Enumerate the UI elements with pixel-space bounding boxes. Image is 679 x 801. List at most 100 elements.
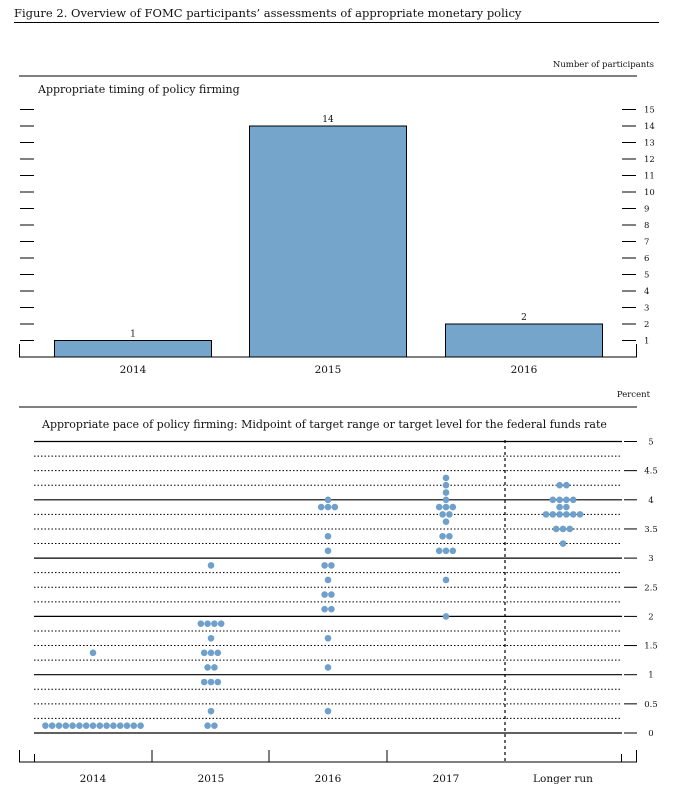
dot-2017: [439, 532, 446, 540]
dot-y-tick-label: 0.5: [644, 700, 658, 710]
bar-data-label: 1: [130, 330, 136, 340]
dot-2016: [324, 547, 332, 555]
title-rule: [14, 22, 659, 23]
dot-2016: [331, 503, 339, 511]
dot-2014: [89, 722, 97, 730]
bar-y-tick-label: 1: [644, 337, 649, 347]
dot-category-label: 2017: [433, 773, 460, 785]
dot-longer-run: [569, 496, 577, 504]
dot-2014: [62, 722, 70, 730]
dot-2014: [130, 722, 138, 730]
dot-2014: [89, 649, 97, 657]
bar-y-tick-label: 11: [644, 172, 655, 182]
bar-y-tick-label: 6: [644, 254, 649, 264]
bar-y-tick-label: 15: [644, 106, 655, 116]
dot-plot-panel: Percent Appropriate pace of policy firmi…: [19, 390, 658, 785]
bar-y-tick-label: 10: [644, 188, 655, 198]
dot-2017: [442, 489, 450, 496]
dot-2017: [439, 511, 446, 518]
dot-y-tick-label: 5: [648, 438, 653, 448]
dot-y-tick-label: 3.5: [644, 525, 658, 535]
dot-2015: [217, 620, 225, 627]
dot-longer-run: [563, 481, 570, 489]
dot-2017: [435, 503, 443, 511]
dot-plot-ylabel: Percent: [617, 390, 651, 400]
figure-title: Figure 2. Overview of FOMC participants’…: [14, 6, 522, 20]
bar-y-tick-label: 5: [644, 271, 649, 281]
dot-plot-x-axis: 2014 2015 2016 2017 Longer run: [19, 750, 637, 785]
dot-2015: [204, 664, 211, 671]
dot-y-tick-label: 2: [648, 612, 653, 622]
dot-longer-run: [563, 496, 570, 504]
dot-longer-run: [556, 511, 563, 518]
dot-2015: [211, 620, 218, 627]
dot-2014: [69, 722, 76, 730]
dot-2015: [200, 678, 208, 686]
bar-chart-title: Appropriate timing of policy firming: [37, 83, 240, 96]
dot-longer-run: [569, 511, 577, 518]
dot-2015: [197, 620, 205, 627]
dot-2015: [204, 722, 211, 730]
dot-2014: [82, 722, 90, 730]
dot-category-label: 2015: [198, 773, 225, 785]
dot-y-tick-label: 0: [648, 729, 653, 739]
bar-y-tick-label: 8: [644, 221, 649, 231]
dot-marks: [42, 474, 584, 730]
dot-plot-title: Appropriate pace of policy firming: Midp…: [41, 418, 607, 431]
dot-y-tick-label: 1: [648, 671, 653, 681]
dot-2015: [207, 678, 215, 686]
bar-chart-ylabel: Number of participants: [553, 60, 654, 70]
dot-2017: [449, 547, 457, 555]
dot-2017: [449, 503, 457, 511]
dot-2014: [137, 722, 144, 730]
bar-y-tick-label: 2: [644, 320, 649, 330]
dot-y-tick-label: 3: [648, 554, 653, 564]
dot-y-tick-label: 4.5: [644, 467, 658, 477]
dot-2016: [324, 634, 332, 642]
dot-2015: [207, 707, 215, 715]
dot-longer-run: [559, 540, 567, 547]
dot-2015: [211, 664, 218, 671]
dot-2015: [200, 649, 208, 657]
dot-2016: [328, 562, 335, 569]
bar-category-label: 2015: [315, 364, 342, 376]
bar-y-tick-label: 3: [644, 304, 649, 314]
bar-y-tick-label: 7: [644, 238, 649, 248]
dot-longer-run: [552, 525, 560, 533]
bar-y-tick-label: 13: [644, 139, 655, 149]
bar-y-tick-label: 4: [644, 287, 649, 297]
dot-longer-run: [556, 481, 563, 489]
dot-2017: [442, 547, 450, 555]
dot-2016: [324, 496, 332, 504]
bar-2016: [445, 323, 603, 358]
dot-y-tick-label: 2.5: [644, 583, 658, 593]
dot-category-label: 2016: [315, 773, 342, 785]
dot-2016: [321, 605, 328, 613]
dot-2014: [123, 722, 131, 730]
dot-2017: [435, 547, 443, 555]
bar-data-label: 2: [521, 313, 527, 323]
dot-2016: [324, 532, 332, 540]
bar-y-tick-label: 14: [644, 122, 655, 132]
dot-2016: [317, 503, 325, 511]
dot-2014: [110, 722, 117, 730]
dot-2015: [207, 634, 215, 642]
dot-longer-run: [549, 496, 557, 504]
dot-longer-run: [549, 511, 557, 518]
dot-2016: [321, 591, 328, 598]
dot-2016: [328, 605, 335, 613]
bar-y-tick-label: 12: [644, 155, 655, 165]
dot-2015: [207, 649, 215, 657]
dot-longer-run: [559, 525, 567, 533]
bar-2014: [54, 340, 212, 358]
dot-2014: [55, 722, 63, 730]
dot-2015: [214, 678, 222, 686]
dot-2017: [442, 518, 450, 525]
bar-y-tick-label: 9: [644, 205, 649, 215]
dot-y-tick-label: 4: [648, 496, 653, 506]
dot-2014: [116, 722, 124, 730]
dot-longer-run: [556, 503, 563, 511]
dot-plot-grid: 0 0.5 1 1.5 2 2.5 3 3.5 4 4.5 5: [34, 438, 658, 739]
